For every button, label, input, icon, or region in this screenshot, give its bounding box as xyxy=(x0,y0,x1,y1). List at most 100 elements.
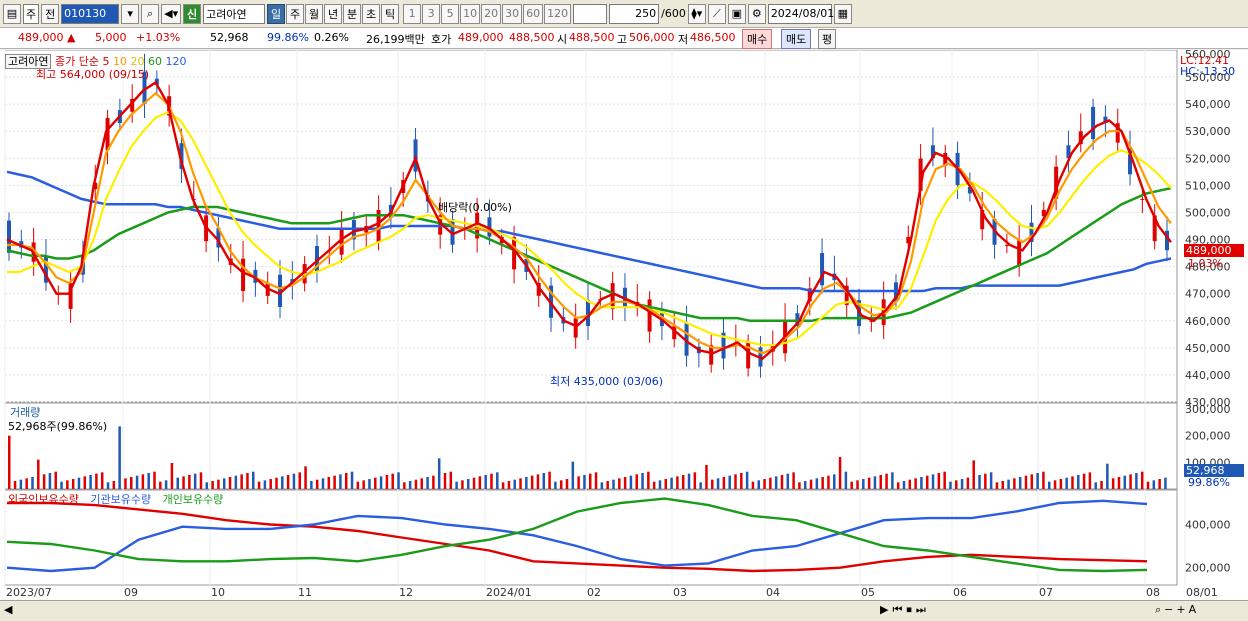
volume-bar xyxy=(554,481,557,489)
y-tick-label: 510,000 xyxy=(1185,179,1231,192)
x-tick-label: 08 xyxy=(1146,586,1160,599)
draw-tool-icon[interactable]: ⟋ xyxy=(707,3,726,24)
gear-icon[interactable]: ⚙ xyxy=(747,3,766,24)
period-button[interactable]: 년 xyxy=(324,3,343,24)
date-input[interactable]: 2024/08/01 xyxy=(767,3,834,24)
candle-body xyxy=(512,237,517,270)
calendar-icon[interactable]: ▦ xyxy=(833,3,852,24)
candle-body xyxy=(450,218,455,245)
volume-bar xyxy=(711,479,714,489)
volume-bar xyxy=(652,481,656,489)
hoga-sell: 488,500 xyxy=(509,31,555,44)
trade-amount: 26,199백만 xyxy=(366,33,425,46)
volume-bar xyxy=(955,480,958,489)
volume-bar xyxy=(315,479,319,489)
volume-bar xyxy=(42,474,46,489)
interval-button[interactable]: 30 xyxy=(502,3,523,24)
interval-button[interactable]: 120 xyxy=(544,3,572,24)
high-value: 506,000 xyxy=(629,31,675,44)
period-button[interactable]: 틱 xyxy=(381,3,400,24)
volume-bar xyxy=(414,479,418,489)
volume-bar xyxy=(1053,480,1057,489)
volume-bar xyxy=(350,471,354,489)
volume-bar xyxy=(193,473,197,489)
volume-bar xyxy=(1164,477,1167,489)
candle-style-icon[interactable]: ⧫▾ xyxy=(687,3,706,24)
period-button[interactable]: 월 xyxy=(305,3,324,24)
volume-bar xyxy=(559,480,563,489)
interval-button[interactable]: 3 xyxy=(422,3,441,24)
hc-label: HC:-13.30 xyxy=(1180,65,1236,78)
volume-bar xyxy=(519,478,522,489)
y-tick-label: 520,000 xyxy=(1185,152,1231,165)
market2-button[interactable]: 전 xyxy=(41,3,60,24)
interval-button[interactable]: 10 xyxy=(460,3,481,24)
chart-menu-icon[interactable]: ▤ xyxy=(3,3,21,24)
volume-bar xyxy=(920,477,923,489)
y-tick-label: 470,000 xyxy=(1185,288,1231,301)
volume-bar xyxy=(484,475,487,489)
volume-bar xyxy=(71,479,75,489)
search-icon[interactable]: ⌕ xyxy=(141,3,160,24)
volume-bar xyxy=(455,481,458,489)
volume-bar xyxy=(321,478,325,489)
period-button[interactable]: 분 xyxy=(343,3,362,24)
volume-bar xyxy=(966,477,970,489)
volume-bar xyxy=(798,482,801,489)
candle-body xyxy=(672,326,677,340)
volume-bar xyxy=(972,460,975,489)
interval-button[interactable]: 5 xyxy=(441,3,460,24)
low-annotation: 최저 435,000 (03/06) xyxy=(550,375,664,388)
ma60-line xyxy=(6,186,1172,323)
volume-bar xyxy=(391,473,394,489)
volume-bar xyxy=(153,471,156,489)
volume-bar xyxy=(600,482,604,489)
period-button[interactable]: 초 xyxy=(362,3,381,24)
save-icon[interactable]: ▣ xyxy=(727,3,746,24)
interval-select[interactable] xyxy=(573,3,608,24)
scroll-left-icon[interactable]: ◀ xyxy=(4,603,13,616)
market-select[interactable]: 주 xyxy=(23,3,40,24)
y-tick-label: 550,000 xyxy=(1185,71,1231,84)
ma120-line xyxy=(6,170,1172,293)
interval-button[interactable]: 60 xyxy=(523,3,544,24)
y-tick-label: 430,000 xyxy=(1185,396,1231,409)
count-input[interactable]: 250 xyxy=(609,3,660,24)
period-button[interactable]: 일 xyxy=(267,3,286,24)
volume-bar xyxy=(931,474,935,489)
buy-button[interactable]: 매수 xyxy=(742,29,773,49)
avg-button[interactable]: 평 xyxy=(818,29,837,49)
high-annotation: 최고 564,000 (09/15) xyxy=(36,68,150,81)
speaker-icon[interactable]: ◀▾ xyxy=(161,3,182,24)
dropdown-icon[interactable]: ▾ xyxy=(121,3,140,24)
volume-bar xyxy=(234,475,238,489)
candle-body xyxy=(413,139,418,172)
stock-code-input[interactable]: 010130 xyxy=(61,3,120,24)
volume-bar xyxy=(408,481,412,489)
volume-bar xyxy=(147,473,150,489)
volume-bar xyxy=(1158,479,1161,489)
zoom-icons[interactable]: ⌕−+A xyxy=(1155,603,1200,616)
volume-bar xyxy=(960,479,964,489)
credit-badge: 신 xyxy=(183,3,202,24)
scroll-bar[interactable]: ◀ ▶⏮⏹⏭ ⌕−+A xyxy=(0,600,1248,621)
candle-body xyxy=(1004,244,1009,246)
period-button[interactable]: 주 xyxy=(286,3,305,24)
sell-button[interactable]: 매도 xyxy=(781,29,812,49)
volume-bar xyxy=(310,481,313,489)
volume-bar xyxy=(374,477,377,489)
volume-bar xyxy=(48,473,52,489)
candle-body xyxy=(68,283,73,309)
volume-bar xyxy=(304,466,307,489)
volume-bar xyxy=(937,473,941,489)
interval-button[interactable]: 20 xyxy=(481,3,502,24)
volume-bar xyxy=(821,477,824,489)
volume-bar xyxy=(949,481,952,489)
playback-icons[interactable]: ▶⏮⏹⏭ xyxy=(880,603,930,616)
volume-bar xyxy=(658,480,662,489)
interval-button[interactable]: 1 xyxy=(403,3,422,24)
candle-body xyxy=(216,228,221,248)
candle-body xyxy=(746,342,751,369)
